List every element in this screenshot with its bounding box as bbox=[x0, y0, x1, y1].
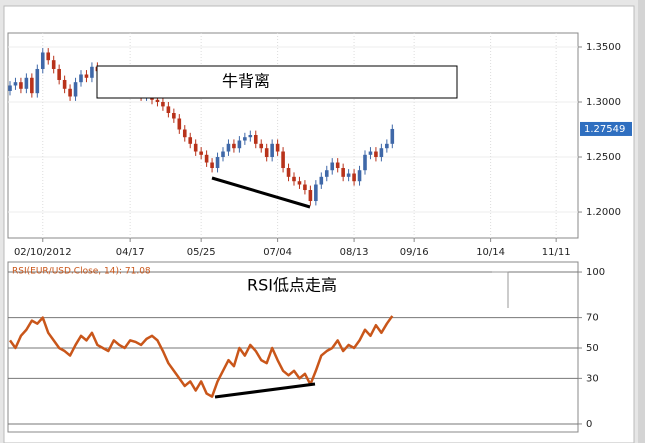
y-tick-label: 1.3000 bbox=[586, 97, 621, 108]
candle-body bbox=[193, 143, 198, 152]
candle-body bbox=[68, 88, 72, 97]
candle-body bbox=[303, 184, 307, 191]
last-price-box bbox=[580, 121, 632, 136]
candle-body bbox=[204, 154, 209, 163]
candle-body bbox=[232, 143, 236, 149]
candle-body bbox=[161, 101, 165, 107]
annotation: 牛背离 bbox=[222, 72, 270, 91]
bracket bbox=[492, 271, 509, 308]
candle-body bbox=[259, 143, 264, 149]
candle-body bbox=[19, 82, 23, 89]
candle-body bbox=[253, 135, 258, 144]
candle-body bbox=[237, 140, 242, 149]
candle-body bbox=[79, 74, 83, 83]
scrollbar[interactable] bbox=[638, 0, 645, 443]
candle-body bbox=[275, 143, 280, 152]
candle-body bbox=[248, 135, 253, 138]
candle-body bbox=[73, 82, 78, 97]
candle-body bbox=[199, 151, 203, 155]
candle-body bbox=[368, 151, 373, 155]
x-tick-label: 10/14 bbox=[476, 247, 505, 258]
candle-body bbox=[30, 77, 34, 94]
candle-body bbox=[90, 66, 94, 78]
candle-body bbox=[352, 173, 356, 182]
price-panel bbox=[7, 32, 579, 239]
candle-body bbox=[46, 52, 51, 61]
divergence-line bbox=[214, 382, 316, 399]
y-tick-label: 1.3500 bbox=[586, 42, 621, 53]
y-tick-label: 30 bbox=[586, 373, 599, 384]
candle-body bbox=[385, 143, 389, 149]
annotation: RSI低点走高 bbox=[247, 276, 337, 295]
candle-body bbox=[226, 143, 231, 152]
y-tick-label: 1.2500 bbox=[586, 152, 621, 163]
price-plot bbox=[8, 33, 578, 238]
candle-body bbox=[264, 148, 269, 158]
x-tick-label: 07/04 bbox=[263, 247, 292, 258]
candle-body bbox=[62, 79, 67, 89]
x-tick-label: 08/13 bbox=[340, 247, 369, 258]
candle-body bbox=[319, 176, 324, 185]
y-tick-label: 50 bbox=[586, 343, 599, 354]
candle-body bbox=[297, 181, 302, 185]
candle-body bbox=[35, 68, 40, 94]
candle-body bbox=[281, 151, 285, 169]
candle-body bbox=[177, 118, 182, 130]
x-tick-label: 11/11 bbox=[542, 247, 571, 258]
y-tick-label: 100 bbox=[586, 267, 605, 278]
rsi-plot bbox=[8, 271, 578, 425]
annotation-box bbox=[96, 65, 458, 99]
candle-body bbox=[341, 168, 345, 177]
candle-body bbox=[243, 137, 247, 141]
candle-body bbox=[172, 112, 176, 119]
candle-body bbox=[84, 74, 89, 78]
candle-body bbox=[286, 168, 291, 177]
x-tick-label: 02/10/2012 bbox=[14, 247, 72, 258]
candle-body bbox=[155, 99, 160, 102]
x-tick-label: 05/25 bbox=[187, 247, 216, 258]
candle-body bbox=[374, 151, 378, 158]
candle-body bbox=[324, 170, 329, 177]
y-tick-label: 70 bbox=[586, 313, 599, 324]
rsi-panel bbox=[7, 261, 579, 433]
candle-body bbox=[330, 162, 335, 171]
candle-body bbox=[182, 129, 187, 138]
candle-body bbox=[215, 157, 220, 169]
candle-body bbox=[292, 176, 296, 182]
divergence-line bbox=[211, 176, 311, 209]
candle-body bbox=[166, 106, 171, 113]
candle-body bbox=[51, 60, 56, 69]
candle-body bbox=[270, 143, 274, 158]
candle-body bbox=[8, 85, 12, 91]
candle-body bbox=[314, 184, 318, 202]
candle-body bbox=[188, 137, 193, 144]
candle-body bbox=[390, 128, 395, 144]
x-tick-label: 09/16 bbox=[400, 247, 429, 258]
candle-body bbox=[13, 82, 18, 86]
candle-body bbox=[379, 148, 384, 158]
candle-body bbox=[221, 151, 225, 158]
last-price-label: 1.27549 bbox=[584, 124, 625, 135]
y-tick-label: 0 bbox=[586, 419, 592, 430]
candle-body bbox=[335, 162, 340, 169]
candle-body bbox=[57, 68, 61, 80]
candle-body bbox=[357, 170, 362, 182]
candle-body bbox=[40, 52, 45, 69]
candle-body bbox=[24, 77, 29, 89]
candle-body bbox=[346, 173, 351, 177]
candle-body bbox=[210, 162, 214, 169]
x-tick-label: 04/17 bbox=[116, 247, 145, 258]
legend: RSI(EUR/USD.Close, 14): 71.08 bbox=[12, 267, 151, 277]
candle-body bbox=[363, 154, 367, 171]
rsi-line bbox=[8, 315, 394, 398]
y-tick-label: 1.2000 bbox=[586, 207, 621, 218]
candle-body bbox=[308, 190, 313, 202]
